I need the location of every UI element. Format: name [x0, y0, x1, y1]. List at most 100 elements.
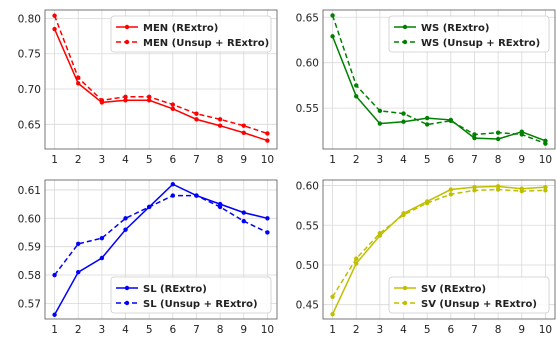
sv-legend-marker — [402, 300, 408, 306]
sv-xtick-label: 1 — [329, 324, 336, 336]
ws-legend-box — [388, 15, 550, 53]
sv-data-point — [543, 184, 548, 190]
men-data-point — [76, 75, 81, 80]
sv-xtick-label: 2 — [353, 324, 360, 336]
ws-data-point — [354, 83, 359, 88]
ws-series-rextro-line — [331, 36, 546, 142]
sl-xtick-label: 7 — [193, 324, 200, 336]
sl-ytick-label: 0.61 — [18, 185, 41, 197]
sv-series-rextro-line — [331, 185, 546, 315]
ws-panel: 1 2 3 4 5 6 7 8 9 10 0.55 0.60 0.65 WS (RExtro) WS (Un… — [296, 9, 556, 166]
sl-data-point — [52, 272, 57, 278]
sl-xtick-label: 6 — [169, 324, 176, 336]
sv-xtick-label: 4 — [400, 324, 407, 336]
men-ytick-label: 0.75 — [18, 49, 41, 61]
ws-data-point — [401, 119, 406, 124]
ws-axes-frame — [322, 9, 556, 150]
sv-data-point — [495, 187, 501, 192]
ws-series-unsup-rextro-line — [331, 15, 546, 145]
men-xtick-label: 9 — [240, 154, 247, 166]
ws-xtick-label: 6 — [447, 154, 454, 166]
sl-xtick-label: 3 — [99, 324, 106, 336]
ws-data-point — [495, 130, 501, 135]
sv-data-point — [543, 188, 548, 193]
sv-xtick-label: 10 — [539, 324, 552, 336]
men-ytick-label: 0.80 — [18, 13, 41, 25]
sv-xtick-label: 9 — [518, 324, 525, 336]
sl-legend: SL (RExtro) SL (Unsup + RExtro) — [110, 276, 272, 314]
sl-xtick-label: 2 — [75, 324, 82, 336]
men-xtick-label: 7 — [193, 154, 200, 166]
men-xtick-label: 10 — [261, 154, 274, 166]
ws-xtick-label: 9 — [518, 154, 525, 166]
sv-legend-marker — [402, 285, 408, 291]
sl-legend-label: SL (RExtro) — [143, 284, 207, 295]
sl-ytick-label: 0.60 — [18, 213, 41, 225]
sv-ytick-label: 0.60 — [296, 181, 319, 193]
ws-legend-marker — [402, 24, 408, 30]
ws-xtick-label: 8 — [495, 154, 502, 166]
ws-data-point — [519, 132, 524, 137]
men-data-point — [123, 98, 128, 103]
ws-ytick-label: 0.55 — [296, 103, 319, 115]
ws-data-point — [472, 132, 477, 137]
men-legend-label: MEN (RExtro) — [143, 23, 218, 34]
sv-data-point — [354, 261, 359, 266]
sl-ytick-label: 0.58 — [18, 270, 41, 282]
men-data-point — [265, 138, 270, 143]
sv-xtick-label: 3 — [377, 324, 384, 336]
ws-xtick-label: 7 — [471, 154, 478, 166]
men-legend: MEN (RExtro) MEN (Unsup + RExtro) — [110, 15, 272, 53]
ws-data-point — [354, 94, 359, 99]
ws-data-point — [424, 115, 430, 121]
sv-data-point — [354, 256, 359, 261]
sl-data-point — [241, 210, 246, 215]
sl-data-point — [265, 230, 270, 235]
ws-xtick-label: 5 — [424, 154, 431, 166]
sl-data-point — [99, 255, 105, 261]
ws-data-point — [330, 34, 335, 39]
sv-legend-label: SV (Unsup + RExtro) — [421, 299, 537, 310]
ws-ytick-label: 0.60 — [296, 58, 319, 70]
men-axes-frame — [44, 9, 278, 150]
sl-panel: 1 2 3 4 5 6 7 8 9 10 0.57 0.58 0.59 0.60 0.61 SL (RExtr… — [18, 179, 278, 336]
sv-data-point — [377, 231, 383, 236]
sl-data-point — [76, 241, 81, 247]
sl-xtick-label: 8 — [217, 324, 224, 336]
sl-series-rextro-line — [53, 183, 268, 316]
men-xtick-label: 3 — [99, 154, 106, 166]
sv-legend: SV (RExtro) SV (Unsup + RExtro) — [388, 276, 550, 314]
men-data-point — [265, 131, 270, 136]
sv-data-point — [330, 312, 335, 317]
men-legend-marker — [124, 39, 130, 45]
ws-legend-label: WS (RExtro) — [421, 23, 489, 34]
sl-legend-label: SL (Unsup + RExtro) — [143, 299, 258, 310]
men-data-point — [194, 111, 199, 116]
sl-data-point — [52, 312, 57, 317]
sl-legend-marker — [124, 300, 130, 306]
sl-axes-frame — [44, 179, 278, 320]
sv-data-point — [448, 192, 454, 197]
sl-series-unsup-rextro-line — [53, 194, 268, 276]
sl-data-point — [123, 227, 128, 232]
sl-data-point — [241, 218, 246, 224]
sv-axes-frame — [322, 179, 556, 320]
sl-xtick-label: 10 — [261, 324, 274, 336]
sv-data-point — [330, 294, 335, 299]
sl-data-point — [99, 235, 105, 241]
men-data-point — [217, 123, 223, 128]
sl-data-point — [170, 182, 176, 187]
ws-data-point — [543, 141, 548, 146]
sv-data-point — [472, 184, 477, 190]
ws-data-point — [448, 118, 454, 124]
sv-xtick-label: 8 — [495, 324, 502, 336]
men-series-unsup-rextro-line — [53, 15, 268, 135]
sv-data-point — [424, 200, 430, 206]
ws-ytick-label: 0.65 — [296, 12, 319, 24]
sv-ytick-label: 0.50 — [296, 260, 319, 272]
sl-data-point — [265, 216, 270, 221]
men-data-point — [241, 130, 246, 135]
sv-data-point — [519, 188, 524, 194]
men-xtick-label: 6 — [169, 154, 176, 166]
